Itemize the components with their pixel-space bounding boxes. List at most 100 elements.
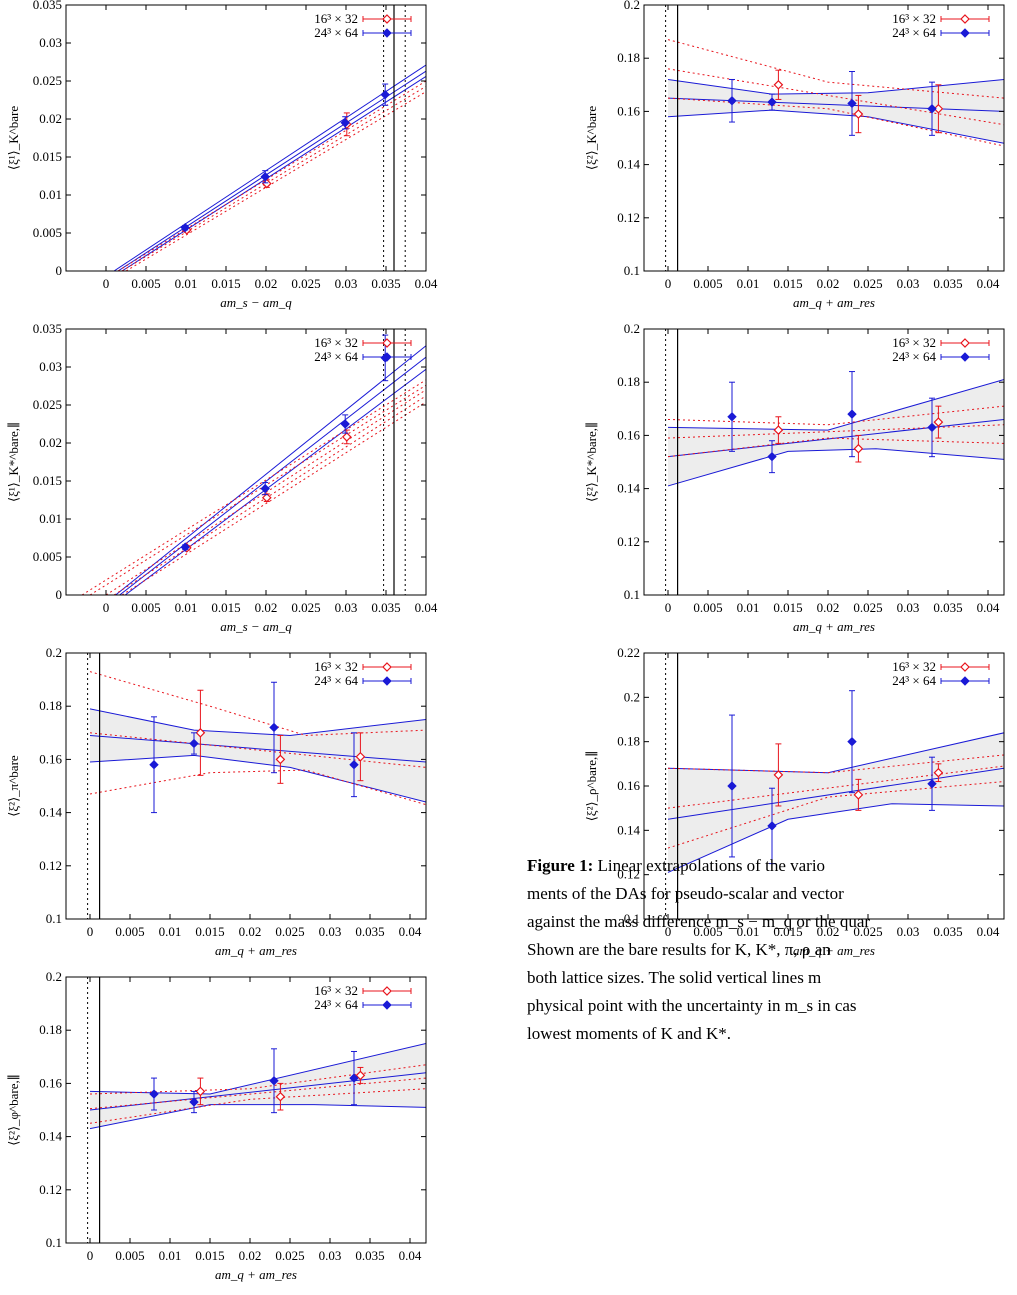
x-tick-label: 0.015 — [773, 600, 802, 615]
y-tick-label: 0.035 — [33, 321, 62, 336]
x-tick-label: 0.03 — [897, 600, 920, 615]
x-tick-label: 0.005 — [131, 276, 160, 291]
x-tick-label: 0.02 — [817, 924, 840, 939]
y-tick-label: 0.015 — [33, 149, 62, 164]
x-axis-label: am_q + am_res — [215, 1267, 297, 1282]
data-point-filled-diamond — [340, 419, 350, 429]
fit-line — [125, 91, 426, 271]
data-point-open-diamond — [195, 1086, 206, 1097]
x-tick-label: 0.005 — [693, 924, 722, 939]
x-tick-label: 0 — [103, 600, 110, 615]
legend-label: 24³ × 64 — [314, 25, 358, 40]
legend-marker — [382, 14, 392, 24]
caption-text: Linear extrapolations of the vario ments… — [527, 856, 871, 1043]
legend-marker — [382, 676, 392, 686]
x-tick-label: 0.03 — [319, 1248, 342, 1263]
fit-lower-line — [667, 109, 1004, 144]
fit-upper-line — [667, 405, 1004, 426]
x-tick-label: 0.035 — [371, 600, 400, 615]
fit-central-line — [667, 765, 1004, 809]
fit-lower-line — [667, 437, 1004, 458]
data-point-filled-diamond — [847, 98, 857, 109]
x-tick-label: 0.025 — [853, 924, 882, 939]
x-tick-label: 0.03 — [335, 600, 358, 615]
fit-line — [117, 70, 426, 271]
chart-xi2-K: 0.1 0.12 0.14 0.16 0.18 0.2 0 0.005 0.01 0.015 0.0… — [578, 0, 1017, 310]
caption-label: Figure 1: — [527, 856, 594, 875]
legend-label: 16³ × 32 — [314, 983, 358, 998]
legend-marker — [382, 662, 392, 672]
fit-central-line — [667, 97, 1004, 112]
data-point-open-diamond — [275, 1091, 286, 1102]
data-point-filled-diamond — [269, 1076, 279, 1086]
x-tick-label: 0.01 — [737, 600, 760, 615]
data-point-filled-diamond — [149, 1089, 159, 1099]
x-tick-label: 0.015 — [211, 600, 240, 615]
data-point-filled-diamond — [340, 118, 350, 128]
fit-line — [121, 76, 426, 271]
x-tick-label: 0.025 — [275, 1248, 304, 1263]
plot-area — [87, 977, 426, 1243]
y-tick-label: 0.18 — [39, 698, 62, 713]
chart-svg: 0 0.005 0.01 0.015 0.02 0.025 0.03 0.035 0 0.005 0… — [6, 0, 438, 310]
legend-marker — [382, 338, 392, 348]
plot-frame — [65, 652, 427, 920]
x-tick-label: 0.035 — [933, 924, 962, 939]
y-tick-label: 0.18 — [617, 734, 640, 749]
x-tick-label: 0.04 — [977, 600, 1000, 615]
legend-label: 24³ × 64 — [314, 673, 358, 688]
data-point-filled-diamond — [727, 96, 737, 106]
x-tick-label: 0.02 — [255, 276, 278, 291]
y-tick-label: 0.2 — [624, 0, 640, 12]
y-axis-label: ⟨ξ¹⟩_K^bare — [6, 106, 21, 170]
x-tick-label: 0.025 — [291, 600, 320, 615]
x-tick-label: 0.035 — [933, 600, 962, 615]
x-tick-label: 0.04 — [977, 276, 1000, 291]
fit-line — [121, 401, 426, 595]
y-tick-label: 0.14 — [617, 481, 640, 496]
y-tick-label: 0.2 — [624, 689, 640, 704]
legend-label: 24³ × 64 — [314, 349, 358, 364]
y-tick-label: 0.16 — [617, 427, 640, 442]
plot-area — [665, 653, 1004, 919]
x-tick-label: 0.035 — [355, 1248, 384, 1263]
y-tick-label: 0 — [56, 263, 63, 278]
y-axis-label: ⟨ξ¹⟩_K*^bare,∥ — [6, 422, 21, 502]
data-point-open-diamond — [933, 767, 944, 778]
y-tick-label: 0.2 — [46, 645, 62, 660]
legend-label: 16³ × 32 — [892, 335, 936, 350]
y-tick-label: 0.18 — [617, 50, 640, 65]
x-tick-label: 0.04 — [977, 924, 1000, 939]
chart-svg: 0.1 0.12 0.14 0.16 0.18 0.2 0 0.005 0.01 0.015 0.0… — [584, 321, 1005, 634]
x-tick-label: 0.035 — [371, 276, 400, 291]
y-tick-label: 0.12 — [39, 1182, 62, 1197]
fit-lower-line — [667, 781, 1004, 849]
fit-line — [124, 368, 426, 595]
y-axis-label: ⟨ξ²⟩_K*^bare,∥ — [584, 422, 599, 502]
y-tick-label: 0.12 — [617, 867, 640, 882]
y-tick-label: 0.005 — [33, 549, 62, 564]
data-point-filled-diamond — [727, 412, 737, 422]
fit-line — [121, 85, 426, 271]
x-tick-label: 0.005 — [693, 276, 722, 291]
plot-frame — [643, 4, 1005, 272]
legend-label: 24³ × 64 — [892, 349, 936, 364]
figure-caption: Figure 1: Linear extrapolations of the v… — [527, 852, 1007, 1048]
x-tick-label: 0.015 — [211, 276, 240, 291]
y-tick-label: 0.01 — [39, 511, 62, 526]
y-tick-label: 0.12 — [617, 210, 640, 225]
y-tick-label: 0.01 — [39, 187, 62, 202]
data-point-filled-diamond — [847, 409, 857, 419]
fit-upper-line — [89, 1064, 426, 1095]
x-tick-label: 0.01 — [175, 600, 198, 615]
data-point-filled-diamond — [380, 89, 390, 100]
x-tick-label: 0.03 — [897, 276, 920, 291]
y-tick-label: 0.2 — [46, 969, 62, 984]
x-tick-label: 0.02 — [817, 276, 840, 291]
legend-label: 24³ × 64 — [892, 25, 936, 40]
x-tick-label: 0.04 — [415, 276, 438, 291]
fit-upper-line — [667, 754, 1004, 774]
y-tick-label: 0 — [56, 587, 63, 602]
y-tick-label: 0.02 — [39, 435, 62, 450]
fit-upper-line — [667, 379, 1004, 431]
